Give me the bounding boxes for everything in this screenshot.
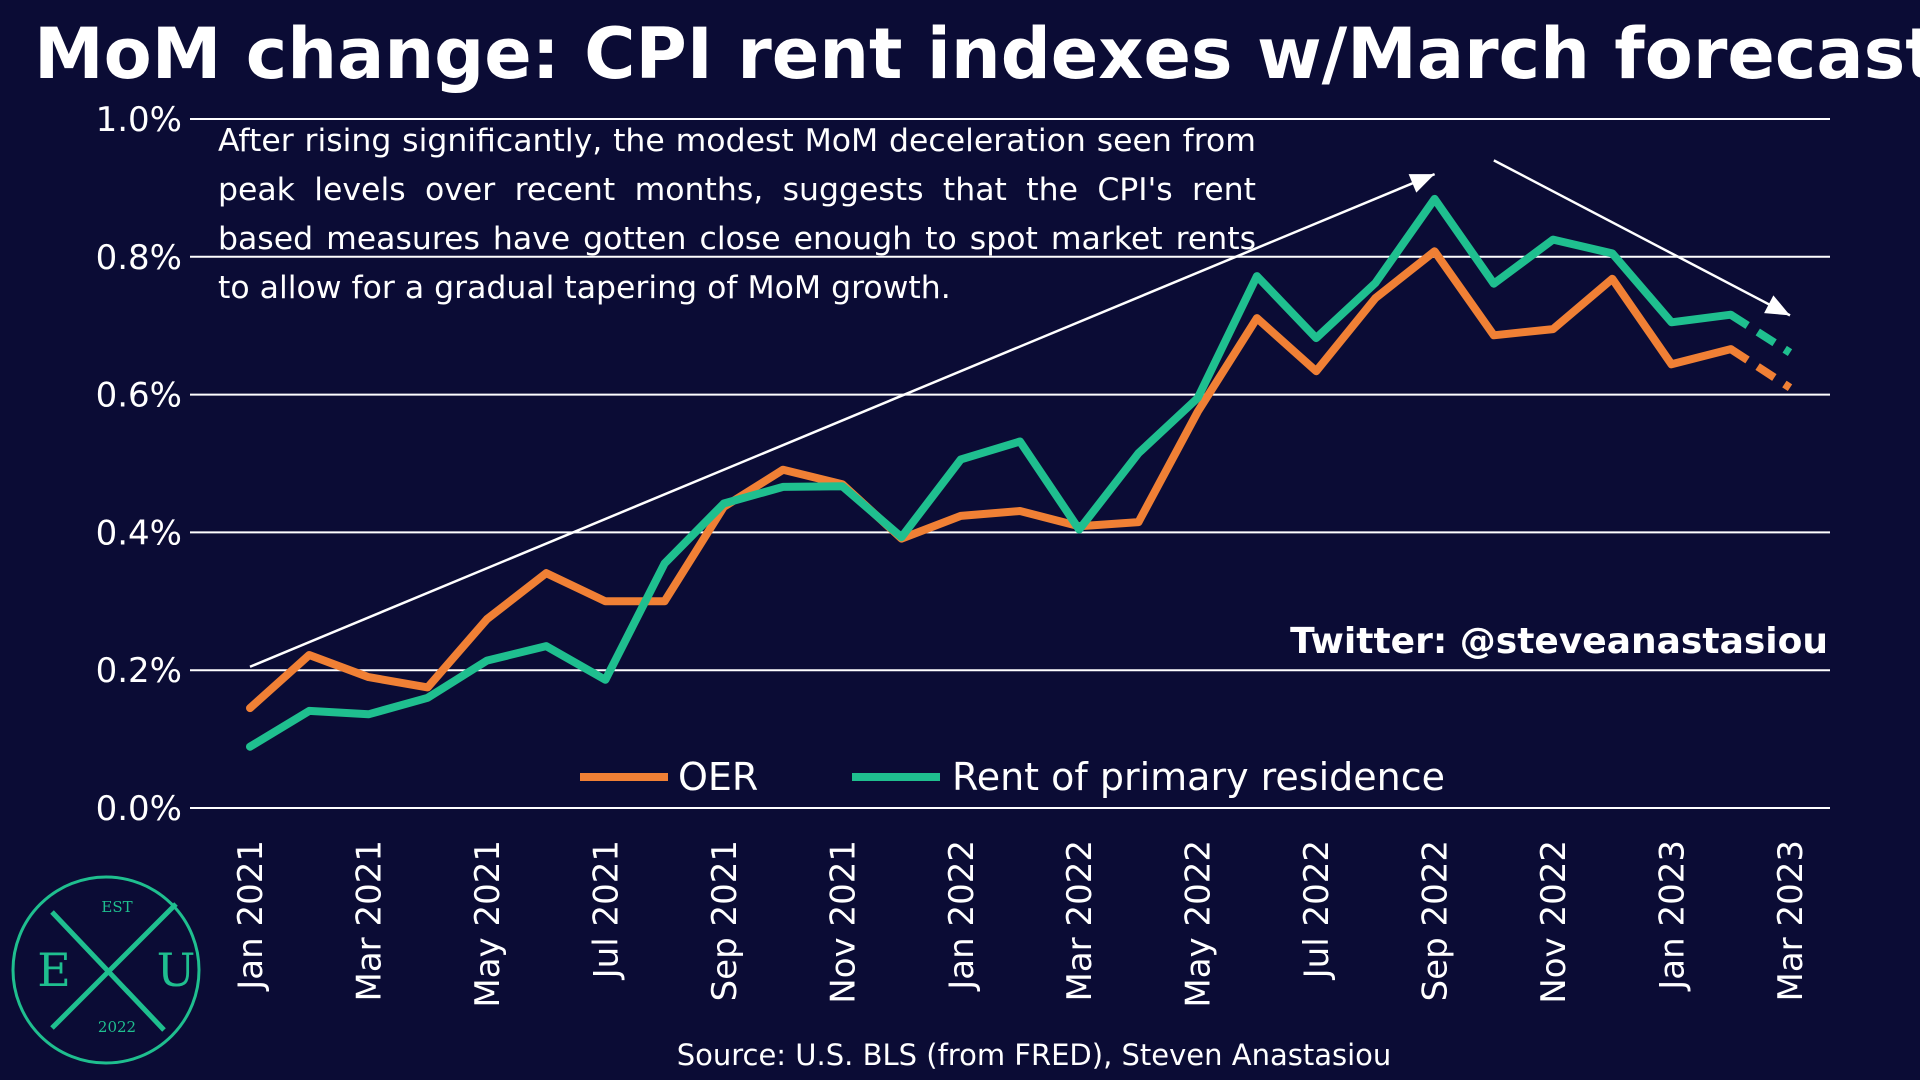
y-tick-label: 0.6%	[96, 376, 182, 416]
x-tick-label: Sep 2022	[1416, 840, 1456, 1001]
logo-est: EST	[101, 898, 132, 916]
series-lines	[246, 194, 1793, 751]
twitter-handle: Twitter: @steveanastasiou	[1290, 621, 1828, 662]
x-tick-label: May 2021	[468, 840, 508, 1008]
x-tick-label: Jul 2021	[586, 840, 626, 980]
x-tick-label: Mar 2022	[1060, 840, 1100, 1001]
logo-letter-e: E	[37, 943, 71, 997]
x-tick-label: Jul 2022	[1297, 840, 1337, 980]
y-axis: 0.0% 0.2% 0.4% 0.6% 0.8% 1.0%	[96, 100, 182, 829]
trend-arrow-line	[249, 172, 1436, 668]
x-tick-label: Nov 2021	[823, 840, 863, 1004]
x-axis: Jan 2021 Mar 2021 May 2021 Jul 2021 Sep 2021…	[231, 840, 1811, 1008]
exu-logo: EST E U 2022	[11, 875, 201, 1065]
trend-arrow-head	[1764, 295, 1790, 316]
series-line-rent	[246, 194, 1735, 751]
logo-cross-stroke	[50, 902, 178, 1030]
trend-arrow-line	[1493, 159, 1791, 317]
x-tick-label: Mar 2021	[349, 840, 389, 1001]
chart-title: MoM change: CPI rent indexes w/March for…	[34, 13, 1920, 95]
series-forecast-rent	[1728, 311, 1793, 356]
series-line-oer	[246, 247, 1735, 713]
trend-arrow-head	[1408, 174, 1435, 193]
legend-label-oer: OER	[678, 755, 758, 799]
x-tick-label: Mar 2023	[1771, 840, 1811, 1001]
chart-annotation: After rising significantly, the modest M…	[218, 123, 1256, 306]
legend: OER Rent of primary residence	[580, 755, 1445, 799]
y-tick-label: 0.0%	[96, 789, 182, 829]
source-note: Source: U.S. BLS (from FRED), Steven Ana…	[677, 1038, 1392, 1072]
x-tick-label: Nov 2022	[1534, 840, 1574, 1004]
y-tick-label: 0.4%	[96, 513, 182, 553]
logo-circle	[11, 875, 201, 1065]
logo-year: 2022	[98, 1018, 136, 1036]
y-tick-label: 1.0%	[96, 100, 182, 140]
logo-letter-u: U	[157, 943, 196, 997]
x-tick-label: Jan 2022	[942, 840, 982, 992]
y-tick-label: 0.8%	[96, 238, 182, 278]
x-tick-label: May 2022	[1179, 840, 1219, 1008]
legend-label-rent: Rent of primary residence	[952, 755, 1445, 799]
grid-lines	[190, 118, 1830, 809]
x-tick-label: Sep 2021	[705, 840, 745, 1001]
y-tick-label: 0.2%	[96, 651, 182, 691]
x-tick-label: Jan 2023	[1653, 840, 1693, 992]
series-forecast-oer	[1728, 345, 1793, 392]
x-tick-label: Jan 2021	[231, 840, 271, 992]
trend-arrows	[249, 159, 1791, 668]
